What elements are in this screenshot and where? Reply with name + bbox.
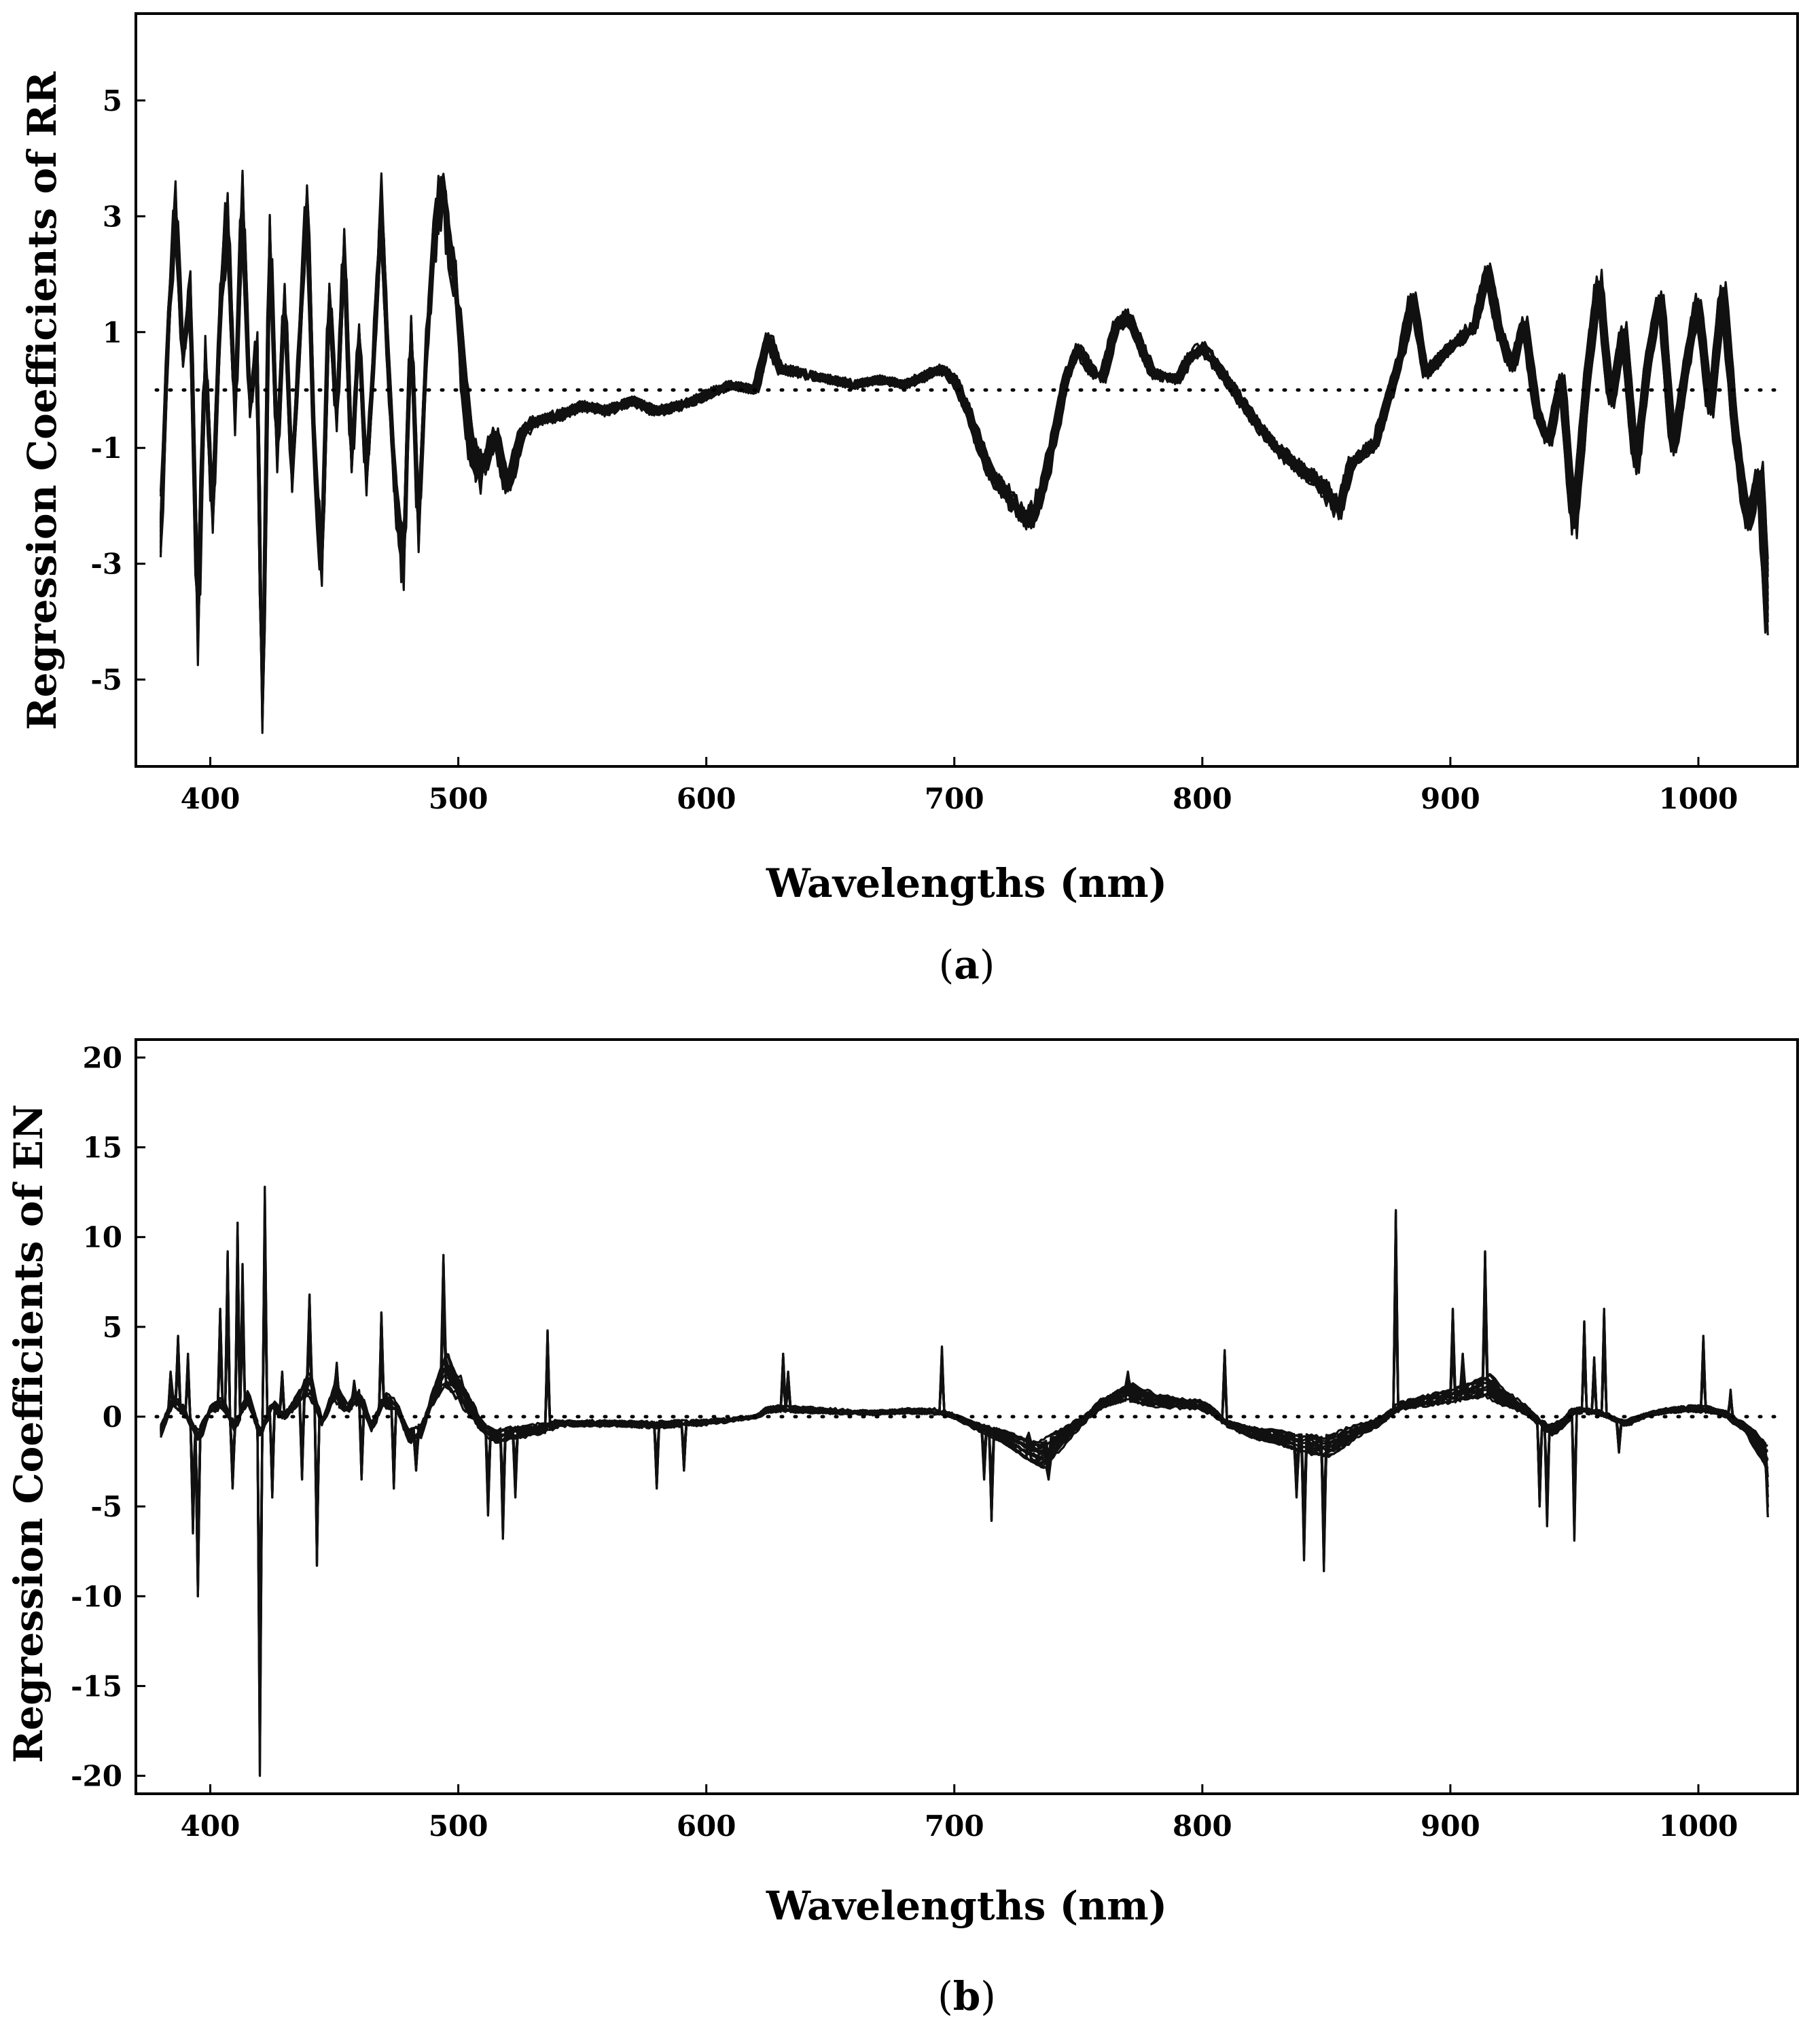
series-line-a-14: [159, 181, 1769, 720]
series-line-a-3: [159, 185, 1769, 704]
series-line-a-9: [159, 172, 1769, 724]
series-line-b-20: [160, 1250, 1769, 1741]
series-line-b-9: [159, 1222, 1769, 1542]
series-line-b-16: [160, 1241, 1769, 1633]
series-line-a-1: [159, 185, 1769, 728]
x-axis-label-b: Wavelengths (nm): [766, 1883, 1167, 1929]
series-line-b-15: [160, 1186, 1769, 1572]
series-line-b-13: [159, 1260, 1769, 1777]
series-line-b-6: [160, 1241, 1768, 1529]
series-line-b-10: [160, 1186, 1769, 1741]
x-tick-label-a-0: 400: [181, 782, 240, 815]
series-line-b-14: [159, 1229, 1769, 1669]
series-line-b-18: [159, 1250, 1769, 1517]
series-line-b-8: [159, 1250, 1769, 1777]
x-tick-label-a-3: 700: [925, 782, 984, 815]
series-line-a-4: [159, 169, 1769, 710]
series-line-a-5: [159, 174, 1769, 687]
x-tick-label-a-5: 900: [1421, 782, 1480, 815]
series-line-b-1: [160, 1241, 1769, 1633]
series-line-b-19: [159, 1222, 1769, 1669]
y-tick-label-a-5: -5: [90, 663, 122, 696]
caption-a: (a): [939, 942, 995, 988]
plot-frame-a: [135, 12, 1799, 768]
series-line-a-20: [159, 188, 1769, 684]
y-tick-label-a-3: -1: [90, 431, 122, 465]
y-axis-label-a: Regression Coefficients of RR: [19, 71, 65, 730]
x-tick-label-a-1: 500: [429, 782, 488, 815]
caption-b: (b): [938, 1973, 996, 2019]
series-line-b-11: [160, 1250, 1769, 1633]
x-tick-label-b-3: 700: [925, 1809, 984, 1843]
plot-frame-b: [135, 1038, 1799, 1795]
series-group-a: [159, 169, 1769, 734]
series-line-a-8: [159, 176, 1769, 718]
series-line-b-4: [159, 1222, 1769, 1669]
series-line-a-15: [159, 182, 1769, 691]
y-tick-label-b-6: -10: [71, 1580, 122, 1613]
x-axis-label-a: Wavelengths (nm): [766, 860, 1167, 906]
series-line-a-19: [159, 180, 1769, 734]
series-line-a-6: [159, 173, 1769, 720]
y-axis-label-b: Regression Coefficients of EN: [5, 1104, 52, 1763]
series-line-a-17: [159, 175, 1769, 699]
y-tick-label-b-5: -5: [90, 1490, 122, 1523]
caption-letter-a: a: [954, 942, 980, 988]
x-tick-label-a-2: 600: [677, 782, 736, 815]
series-line-a-12: [159, 194, 1769, 703]
y-tick-label-b-3: 5: [103, 1311, 122, 1344]
y-tick-label-b-0: 20: [83, 1041, 122, 1074]
series-line-a-11: [159, 178, 1769, 730]
series-line-a-2: [159, 184, 1769, 694]
y-tick-label-a-2: 1: [103, 316, 122, 349]
series-line-b-2: [160, 1209, 1769, 1705]
ticks-a: 400 500 600 700 800 900 1000 5 3 1 -1 -3 -5: [90, 84, 1738, 815]
y-tick-label-b-4: 0: [103, 1400, 122, 1434]
y-tick-label-a-1: 3: [103, 200, 122, 233]
x-tick-label-b-1: 500: [429, 1809, 488, 1843]
x-tick-label-b-0: 400: [181, 1809, 240, 1843]
y-tick-label-b-8: -20: [71, 1760, 122, 1793]
series-group-b: [159, 1186, 1769, 1777]
series-line-b-17: [160, 1209, 1769, 1705]
series-line-a-10: [159, 177, 1769, 679]
series-line-a-13: [159, 187, 1769, 713]
x-tick-label-b-4: 800: [1173, 1809, 1232, 1843]
series-line-a-7: [159, 181, 1769, 690]
y-tick-label-b-7: -15: [71, 1669, 122, 1703]
panel-a: 400 500 600 700 800 900 1000 5 3 1 -1 -3 -5 Waveleng…: [19, 12, 1799, 988]
x-tick-label-a-6: 1000: [1659, 782, 1738, 815]
y-tick-label-a-0: 5: [103, 84, 122, 118]
series-line-b-12: [160, 1208, 1769, 1557]
y-tick-label-b-2: 10: [83, 1221, 122, 1254]
series-line-a-16: [159, 184, 1769, 723]
x-tick-label-b-5: 900: [1421, 1809, 1480, 1843]
ticks-b: 400 500 600 700 800 900 1000 20 15 10 5 0 -5 -10 -15 -2…: [71, 1041, 1738, 1843]
series-line-b-5: [160, 1250, 1769, 1741]
x-tick-label-b-2: 600: [677, 1809, 736, 1843]
y-tick-label-b-1: 15: [83, 1131, 122, 1165]
series-line-b-7: [160, 1208, 1769, 1705]
series-line-b-3: [160, 1250, 1768, 1517]
caption-letter-b: b: [953, 1973, 981, 2019]
x-tick-label-a-4: 800: [1173, 782, 1232, 815]
series-line-a-18: [159, 185, 1769, 728]
panel-b: 400 500 600 700 800 900 1000 20 15 10 5 0 -5 -10 -15 -2…: [5, 1038, 1799, 2019]
x-tick-label-b-6: 1000: [1659, 1809, 1738, 1843]
y-tick-label-a-4: -3: [90, 548, 122, 581]
